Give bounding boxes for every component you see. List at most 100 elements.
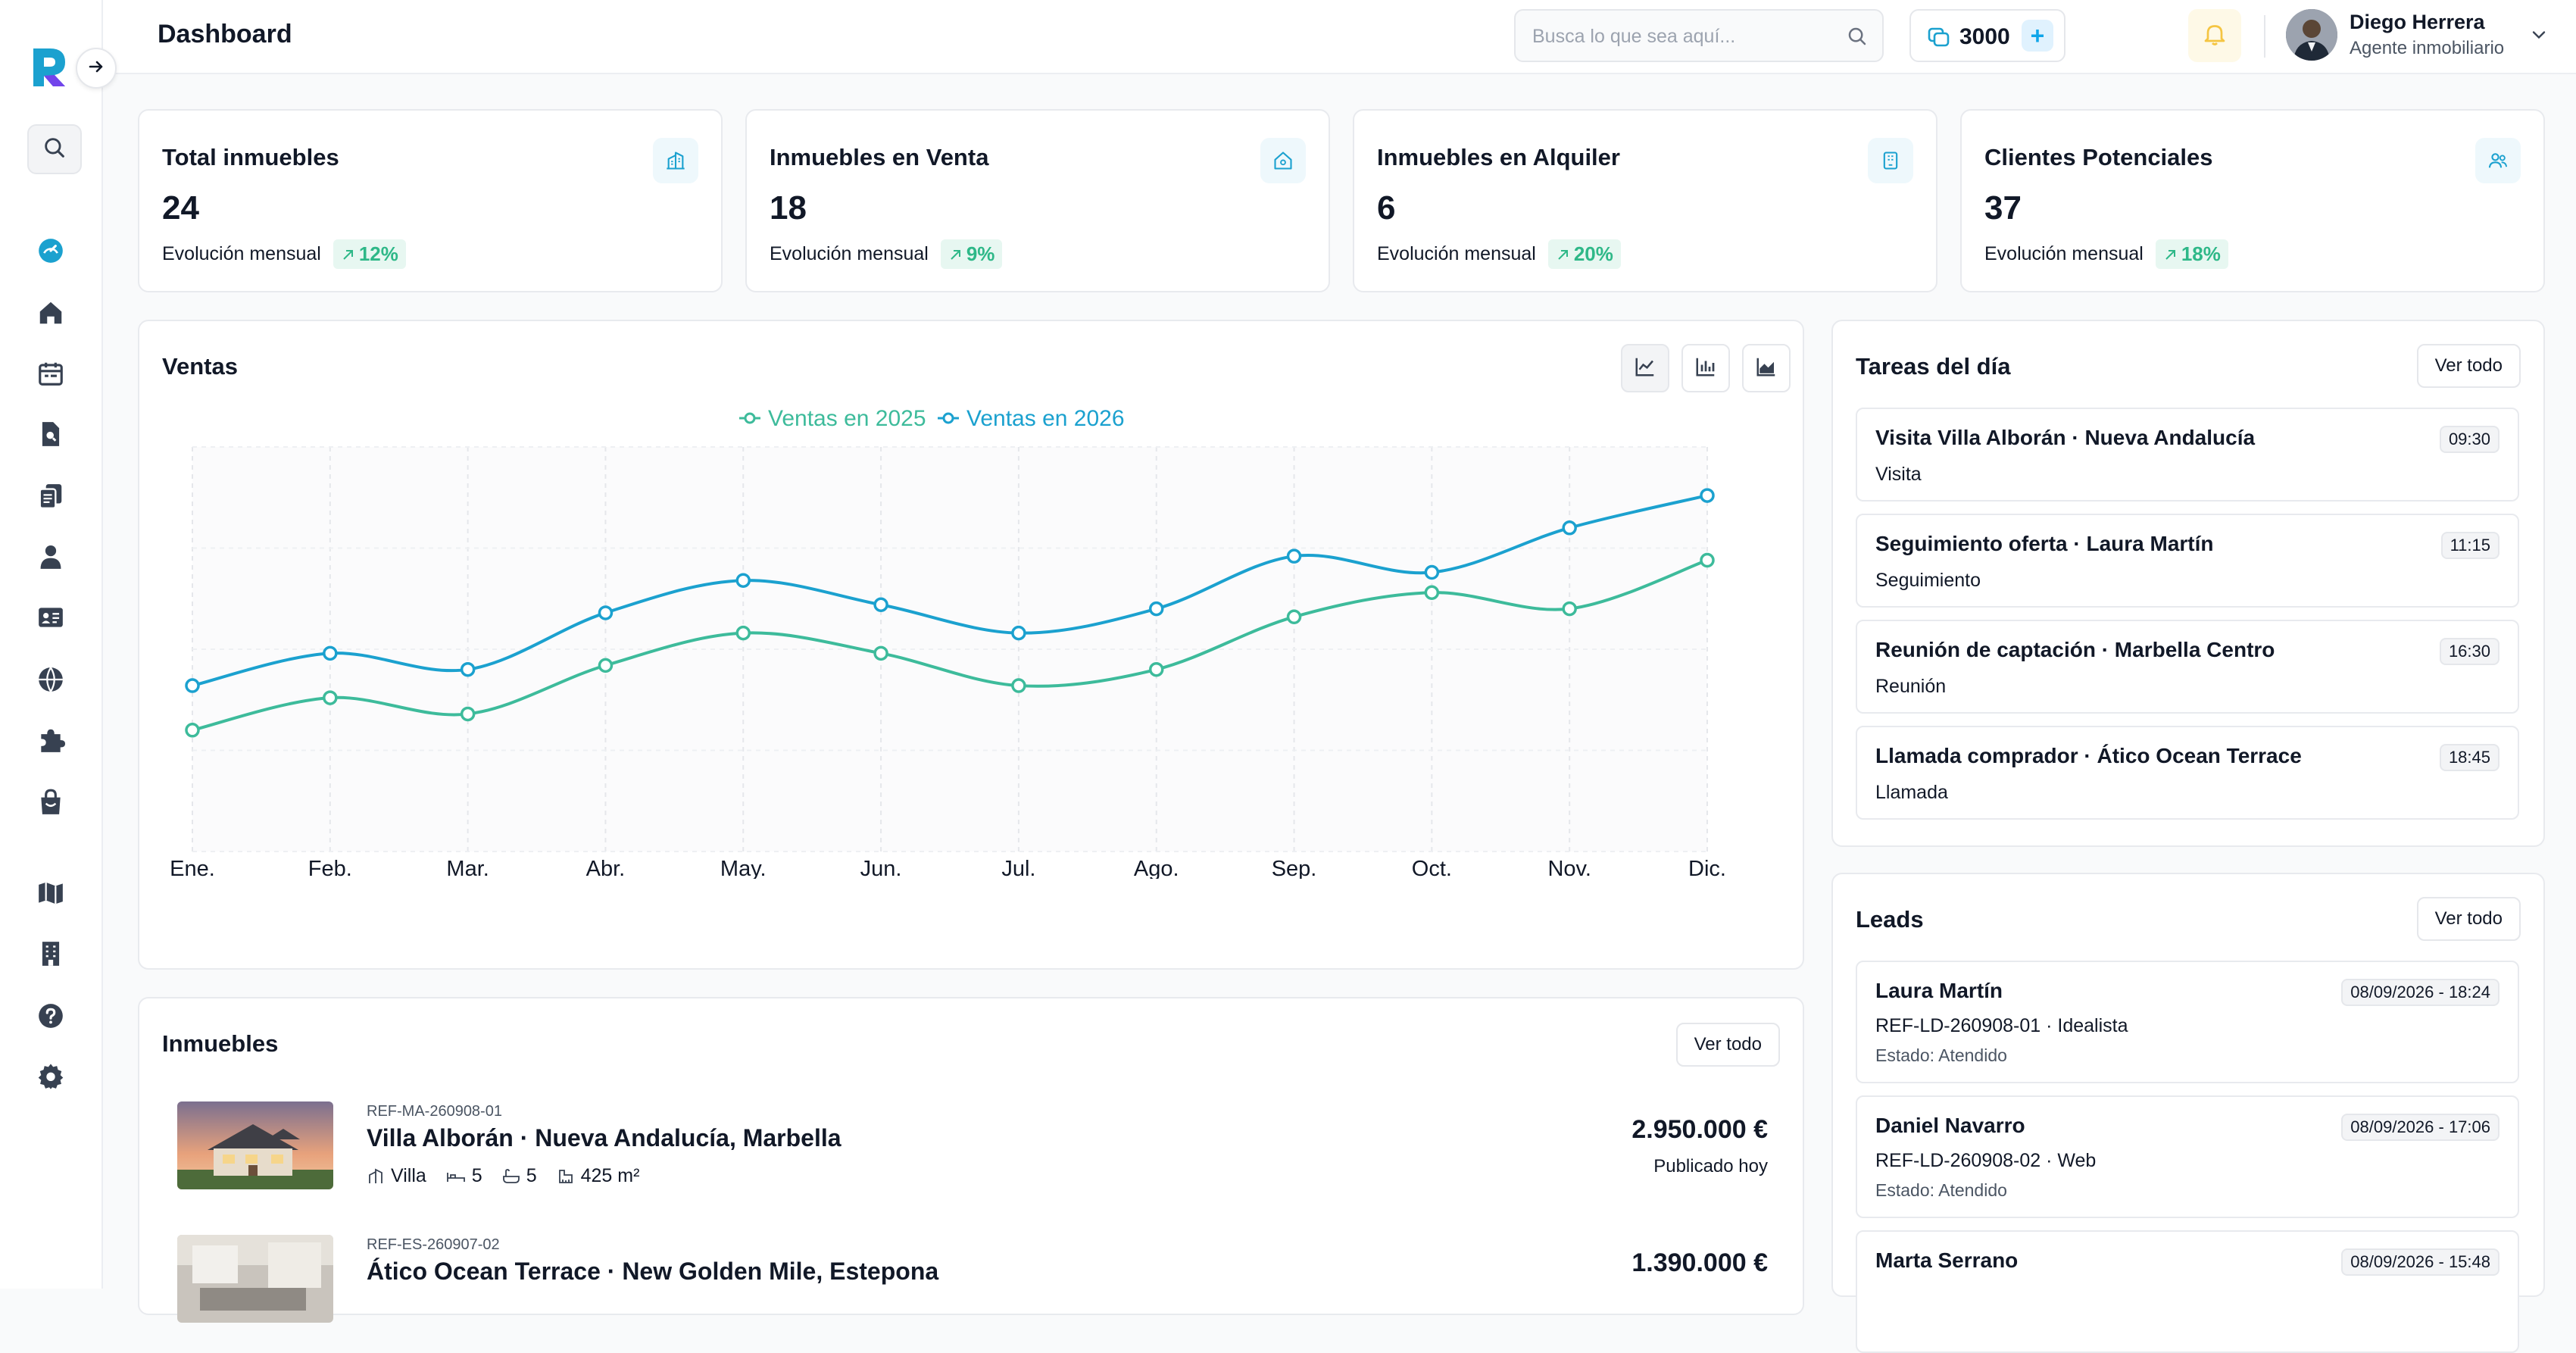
tasks-card: Tareas del día Ver todo Visita Villa Alb… bbox=[1831, 320, 2545, 847]
task-type: Llamada bbox=[1875, 782, 1948, 803]
app-logo[interactable] bbox=[27, 44, 71, 88]
data-point bbox=[1700, 552, 1715, 568]
lead-status: Estado: Atendido bbox=[1875, 1045, 2007, 1065]
credits-widget: 3000 + bbox=[1909, 9, 2065, 62]
area-chart-icon bbox=[1755, 355, 1778, 382]
nav-calendar[interactable] bbox=[32, 356, 70, 394]
bath-icon bbox=[502, 1168, 520, 1183]
data-point bbox=[598, 658, 614, 673]
expand-sidebar-button[interactable] bbox=[76, 48, 117, 89]
property-baths-value: 5 bbox=[526, 1165, 537, 1186]
data-point bbox=[1286, 609, 1302, 625]
top-header: Dashboard bbox=[103, 0, 2576, 74]
add-credits-button[interactable]: + bbox=[2022, 20, 2053, 52]
home-icon bbox=[36, 298, 65, 331]
nav-settings[interactable] bbox=[32, 1059, 70, 1097]
stat-title: Inmuebles en Venta bbox=[770, 144, 989, 170]
lead-date: 08/09/2026 - 17:06 bbox=[2341, 1114, 2500, 1141]
properties-view-all-button[interactable]: Ver todo bbox=[1675, 1023, 1780, 1067]
legend-marker bbox=[744, 412, 756, 424]
home-icon bbox=[1260, 138, 1306, 183]
leads-view-all-button[interactable]: Ver todo bbox=[2416, 897, 2521, 941]
data-point bbox=[460, 706, 476, 722]
legend-label: Ventas en 2026 bbox=[966, 406, 1125, 431]
task-time: 18:45 bbox=[2439, 744, 2500, 771]
bar-chart-icon bbox=[1694, 355, 1717, 382]
stat-value: 24 bbox=[162, 189, 199, 227]
property-title[interactable]: Villa Alborán · Nueva Andalucía, Marbell… bbox=[367, 1124, 841, 1151]
property-type: Villa bbox=[367, 1165, 426, 1187]
lead-item[interactable]: Marta Serrano 08/09/2026 - 15:48 bbox=[1856, 1230, 2519, 1353]
lead-name: Laura Martín bbox=[1875, 979, 2003, 1002]
property-title[interactable]: Ático Ocean Terrace · New Golden Mile, E… bbox=[367, 1258, 939, 1285]
stat-footer: Evolución mensual 9% bbox=[770, 239, 1003, 269]
document-search-icon bbox=[36, 420, 65, 452]
lead-item[interactable]: Laura Martín REF-LD-260908-01 · Idealist… bbox=[1856, 961, 2519, 1083]
nav-agency[interactable] bbox=[32, 936, 70, 974]
trend-up-icon bbox=[1558, 249, 1568, 260]
data-point bbox=[873, 645, 888, 661]
bar-chart-button[interactable] bbox=[1681, 344, 1730, 392]
user-name[interactable]: Diego Herrera bbox=[2350, 11, 2485, 33]
bed-icon bbox=[446, 1172, 465, 1182]
area-chart-button[interactable] bbox=[1742, 344, 1791, 392]
nav-help[interactable] bbox=[32, 998, 70, 1036]
property-photo[interactable] bbox=[177, 1101, 333, 1189]
notifications-button[interactable] bbox=[2188, 9, 2241, 62]
search-input[interactable] bbox=[1531, 11, 1837, 62]
properties-card: Inmuebles Ver todo REF-MA-260908-01 Vill… bbox=[138, 997, 1804, 1323]
avatar[interactable] bbox=[2286, 9, 2337, 61]
stat-title: Total inmuebles bbox=[162, 144, 339, 170]
data-point bbox=[460, 661, 476, 677]
property-item[interactable]: REF-MA-260908-01 Villa Alborán · Nueva A… bbox=[177, 1101, 1768, 1200]
credits-icon bbox=[1928, 27, 1950, 51]
line-chart-button[interactable] bbox=[1621, 344, 1669, 392]
nav-dashboard[interactable] bbox=[32, 233, 70, 271]
task-item[interactable]: Visita Villa Alborán · Nueva Andalucía V… bbox=[1856, 408, 2519, 502]
task-item[interactable]: Seguimiento oferta · Laura Martín Seguim… bbox=[1856, 514, 2519, 608]
task-item[interactable]: Llamada comprador · Ático Ocean Terrace … bbox=[1856, 726, 2519, 820]
x-tick-label: Dic. bbox=[1688, 857, 1726, 879]
global-search[interactable] bbox=[1514, 9, 1884, 62]
chevron-down-icon[interactable] bbox=[2528, 24, 2549, 49]
nav-portals[interactable] bbox=[32, 662, 70, 700]
property-item[interactable]: REF-ES-260907-02 Ático Ocean Terrace · N… bbox=[177, 1235, 1768, 1333]
dashboard-icon bbox=[36, 236, 65, 269]
data-point bbox=[1562, 520, 1577, 536]
nav-clients[interactable] bbox=[32, 600, 70, 638]
nav-map[interactable] bbox=[32, 876, 70, 914]
data-point bbox=[1424, 564, 1440, 580]
task-title: Seguimiento oferta · Laura Martín bbox=[1875, 532, 2214, 555]
property-photo[interactable] bbox=[177, 1235, 333, 1323]
sidebar-search-button[interactable] bbox=[27, 124, 82, 174]
stat-value: 37 bbox=[1984, 189, 2022, 227]
nav-integrations[interactable] bbox=[32, 723, 70, 761]
id-card-icon bbox=[36, 603, 65, 636]
nav-store[interactable] bbox=[32, 785, 70, 823]
task-item[interactable]: Reunión de captación · Marbella Centro R… bbox=[1856, 620, 2519, 714]
leads-title: Leads bbox=[1856, 906, 1924, 933]
trend-badge: 9% bbox=[940, 239, 1003, 269]
nav-documents[interactable] bbox=[32, 479, 70, 517]
documents-icon bbox=[36, 482, 65, 514]
series-line bbox=[192, 494, 1708, 688]
lead-item[interactable]: Daniel Navarro REF-LD-260908-02 · Web Es… bbox=[1856, 1095, 2519, 1218]
nav-home[interactable] bbox=[32, 295, 70, 333]
property-published: Publicado hoy bbox=[1653, 1156, 1768, 1176]
lead-status: Estado: Atendido bbox=[1875, 1180, 2007, 1200]
tasks-view-all-button[interactable]: Ver todo bbox=[2416, 344, 2521, 388]
nav-contacts[interactable] bbox=[32, 539, 70, 577]
nav-documents-search[interactable] bbox=[32, 417, 70, 455]
properties-title: Inmuebles bbox=[162, 1030, 279, 1057]
trend-up-icon bbox=[343, 249, 353, 260]
building-icon bbox=[369, 1168, 382, 1183]
stat-card-total: Total inmuebles 24 Evolución mensual 12% bbox=[138, 109, 723, 292]
x-tick-label: Jul. bbox=[1001, 857, 1035, 879]
search-icon[interactable] bbox=[1846, 25, 1869, 52]
stat-card-sale: Inmuebles en Venta 18 Evolución mensual … bbox=[745, 109, 1330, 292]
property-area: 425 m² bbox=[557, 1165, 639, 1187]
sales-chart: Ventas en 2025 Ventas en 2026 Ene. Feb. Mar… bbox=[170, 406, 1726, 879]
data-point bbox=[185, 723, 200, 738]
x-tick-label: Sep. bbox=[1272, 857, 1317, 879]
lead-reference: REF-LD-260908-01 · Idealista bbox=[1875, 1015, 2128, 1036]
